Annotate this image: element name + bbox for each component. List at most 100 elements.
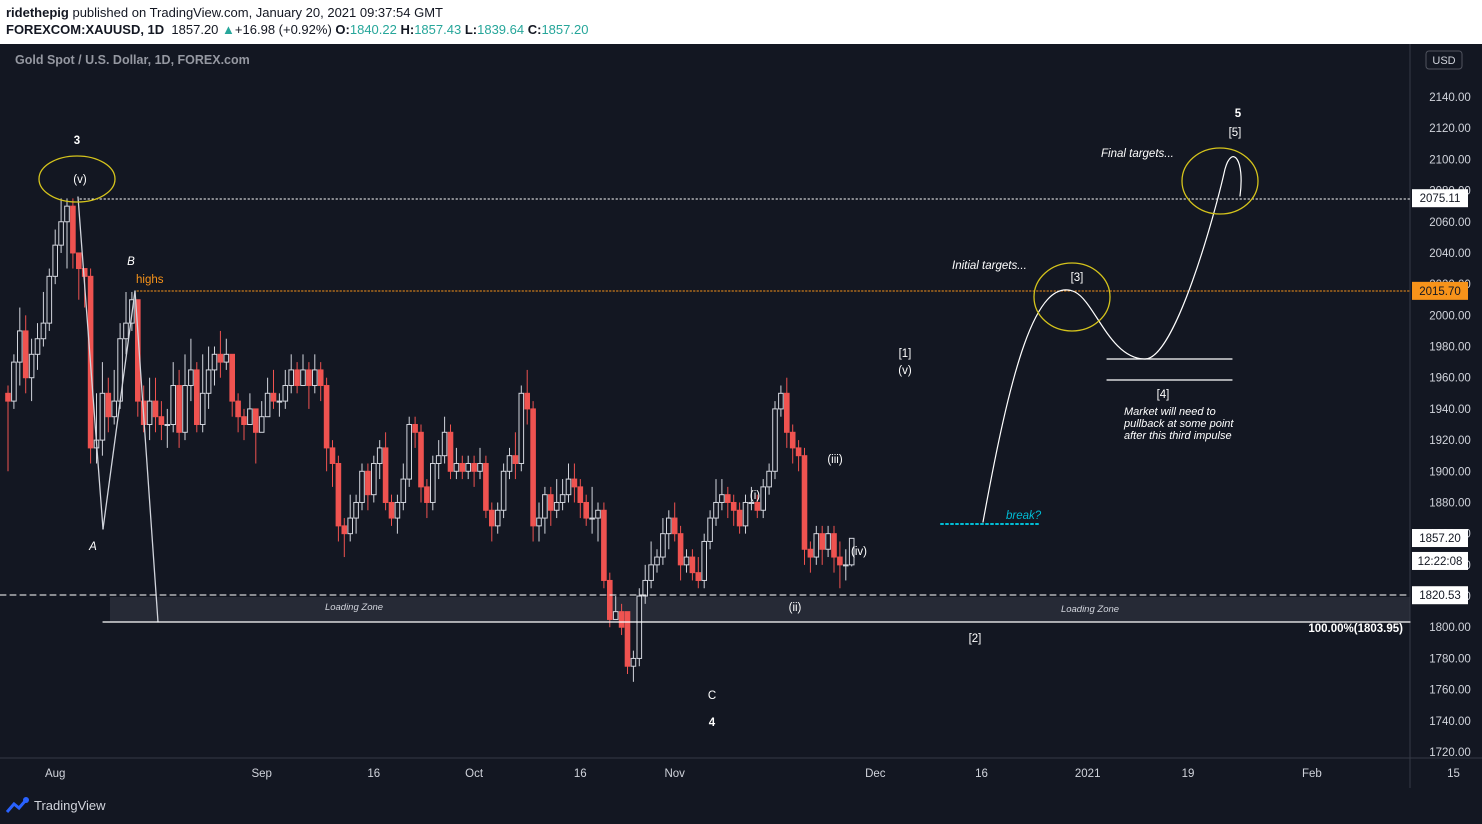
candle [412, 416, 418, 448]
candle [589, 486, 595, 534]
candle [400, 463, 407, 511]
y-tick-label: 2040.00 [1429, 248, 1471, 260]
candle [671, 502, 678, 542]
candle [247, 393, 253, 425]
candle [772, 401, 778, 480]
candle [300, 354, 306, 387]
candle [312, 354, 318, 394]
candle [194, 362, 200, 433]
candle [595, 502, 601, 542]
candle [548, 486, 554, 526]
y-tick-label: 2100.00 [1429, 154, 1471, 166]
candle [223, 338, 230, 370]
candle [294, 362, 300, 394]
author-line: ridethepig published on TradingView.com,… [6, 5, 443, 20]
candle [270, 369, 277, 409]
label-highs: highs [136, 274, 164, 286]
price-badge: 1857.20 [1412, 529, 1468, 548]
candle [229, 353, 235, 417]
candle [76, 252, 82, 300]
price-badge: 12:22:08 [1412, 551, 1468, 570]
candle [28, 338, 35, 402]
y-tick-label: 1900.00 [1429, 466, 1471, 478]
candle [282, 369, 289, 409]
candle [713, 479, 719, 526]
y-tick-label: 2120.00 [1429, 123, 1471, 135]
candle [742, 494, 749, 534]
x-tick-label: 15 [1447, 768, 1460, 780]
tradingview-brand[interactable]: TradingView [34, 798, 106, 813]
label-wave-iii: (iii) [827, 454, 842, 466]
last-price: 1857.20 [171, 22, 219, 37]
candle [483, 455, 489, 519]
candle [158, 401, 165, 441]
label-wave-a: A [88, 541, 97, 553]
candle [701, 533, 708, 589]
y-tick-label: 1980.00 [1429, 342, 1471, 354]
candle [347, 494, 353, 542]
candle [725, 486, 731, 519]
candle [465, 455, 471, 480]
price-chart[interactable]: 2140.002120.002100.002080.002060.002040.… [0, 44, 1482, 788]
candle [807, 541, 814, 573]
candle [542, 486, 548, 534]
candle [494, 502, 501, 534]
candle [565, 463, 572, 503]
x-tick-label: Sep [251, 768, 271, 780]
candle [583, 494, 590, 526]
candle [418, 424, 424, 503]
candle [341, 518, 348, 558]
candle [22, 315, 29, 394]
chart-title: Gold Spot / U.S. Dollar, 1D, FOREX.com [15, 53, 250, 67]
candle [837, 541, 843, 589]
candle [58, 198, 64, 253]
candle [506, 447, 513, 480]
wave-line-a [77, 196, 104, 530]
candle [784, 377, 790, 448]
label-wave-1: [1] [899, 348, 912, 360]
candle [264, 377, 271, 418]
candle [719, 479, 725, 511]
candle [707, 510, 713, 550]
candle [306, 362, 312, 409]
candle [477, 447, 483, 480]
candle [317, 362, 324, 402]
candle [848, 537, 855, 567]
candle [276, 393, 283, 417]
candle [441, 416, 448, 464]
symbol-name: FOREXCOM:XAUUSD, 1D [6, 22, 165, 37]
x-tick-label: 16 [975, 768, 988, 780]
candle [376, 440, 383, 480]
currency-badge[interactable] [1425, 50, 1463, 70]
candle [329, 440, 336, 487]
close-label: C: [527, 22, 542, 37]
candle [677, 525, 684, 581]
label-wave-v-top: (v) [73, 174, 87, 186]
x-tick-label: Oct [465, 768, 484, 780]
candle [612, 596, 619, 620]
price-badge: 2015.70 [1412, 281, 1468, 300]
candle [406, 416, 412, 487]
candle [146, 377, 153, 441]
label-wave-2: [2] [969, 633, 982, 645]
y-tick-label: 1740.00 [1429, 716, 1471, 728]
candle [123, 291, 129, 355]
candle [489, 502, 495, 542]
change-arrow-icon: ▲ [222, 22, 235, 37]
candle [64, 198, 70, 269]
y-tick-label: 1800.00 [1429, 622, 1471, 634]
svg-text:2075.11: 2075.11 [1420, 193, 1461, 205]
candle [235, 393, 241, 433]
author-name[interactable]: ridethepig [6, 5, 69, 20]
label-wave-i: (i) [750, 490, 760, 502]
target-ellipse-final [1181, 147, 1259, 215]
label-wave-5-bracket: [5] [1229, 127, 1242, 139]
svg-text:2015.70: 2015.70 [1419, 286, 1461, 298]
candle [371, 455, 377, 503]
y-tick-label: 1720.00 [1429, 747, 1471, 759]
label-wave-4-bracket: [4] [1157, 389, 1170, 401]
candle [571, 463, 578, 503]
candle [170, 362, 176, 433]
target-ellipse-initial [1033, 262, 1111, 332]
candle [188, 338, 194, 402]
